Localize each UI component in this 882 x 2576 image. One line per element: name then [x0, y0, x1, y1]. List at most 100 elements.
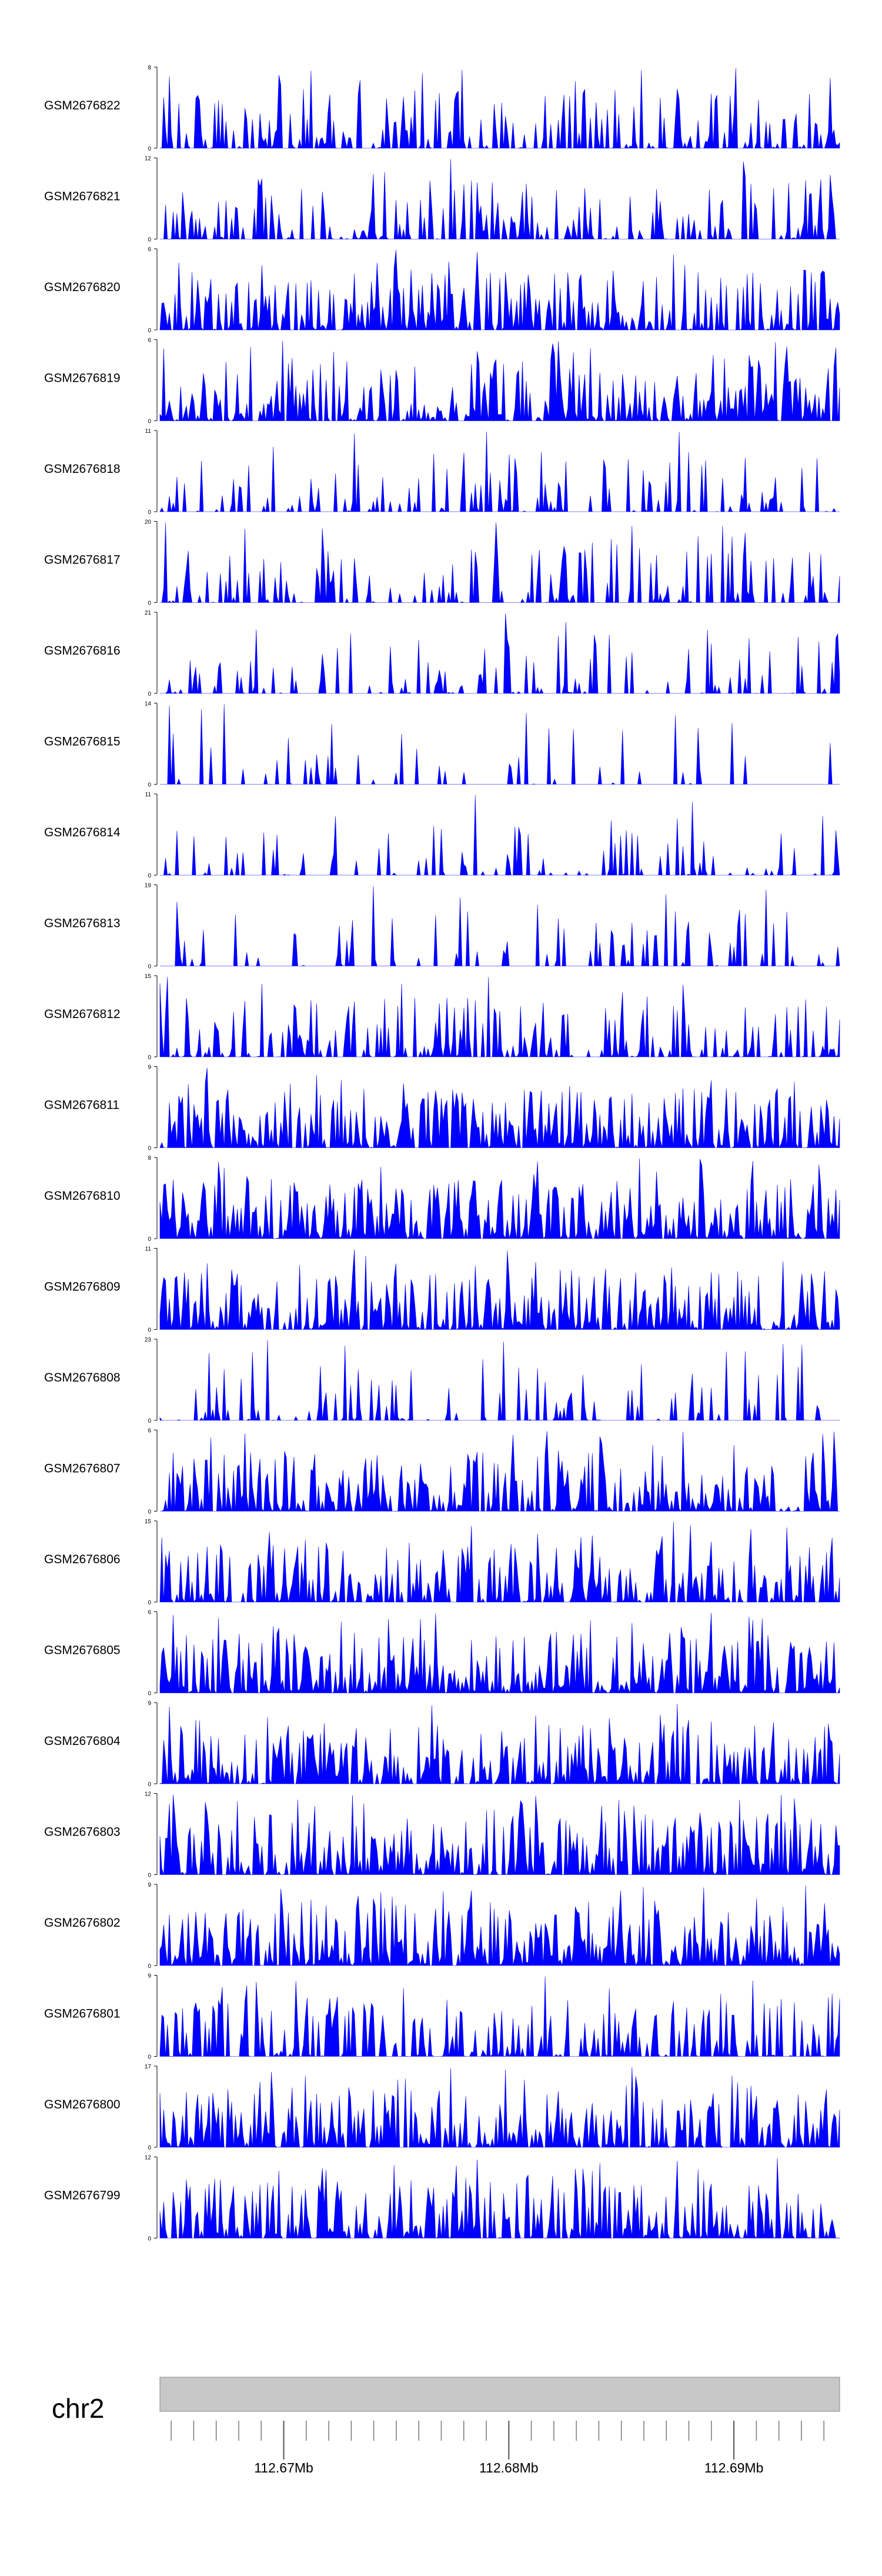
y-max-label: 8 — [148, 1155, 151, 1162]
y-min-label: 0 — [148, 1327, 151, 1334]
chromosome-label: chr2 — [52, 2393, 104, 2424]
track-GSM2676815: GSM2676815 14 0 — [44, 701, 840, 789]
track-GSM2676819: GSM2676819 6 0 — [44, 338, 840, 425]
y-min-label: 0 — [148, 1055, 151, 1061]
track-GSM2676805: GSM2676805 6 0 — [44, 1610, 840, 1697]
track-GSM2676810: GSM2676810 8 0 — [44, 1155, 840, 1243]
track-GSM2676811: GSM2676811 9 0 — [44, 1065, 840, 1152]
y-max-label: 9 — [148, 1973, 151, 1980]
track-label: GSM2676807 — [44, 1462, 121, 1476]
y-max-label: 11 — [145, 792, 152, 798]
major-tick-label: 112.67Mb — [254, 2460, 313, 2475]
y-max-label: 8 — [148, 65, 151, 71]
y-max-label: 9 — [148, 1882, 151, 1888]
track-label: GSM2676804 — [44, 1734, 121, 1748]
track-label: GSM2676811 — [44, 1099, 119, 1112]
y-max-label: 6 — [148, 1610, 151, 1616]
coverage-area — [160, 522, 840, 603]
coverage-area — [160, 1431, 840, 1512]
coverage-area — [159, 2067, 840, 2148]
y-min-label: 0 — [148, 1781, 151, 1788]
track-GSM2676821: GSM2676821 12 0 — [44, 156, 840, 243]
y-min-label: 0 — [148, 964, 151, 970]
y-max-label: 9 — [148, 1700, 151, 1707]
y-min-label: 0 — [148, 1691, 151, 1697]
track-label: GSM2676801 — [44, 2007, 121, 2021]
track-label: GSM2676805 — [44, 1644, 121, 1657]
coverage-area — [160, 613, 840, 694]
track-label: GSM2676814 — [44, 826, 121, 839]
track-label: GSM2676813 — [44, 917, 121, 930]
track-label: GSM2676816 — [44, 644, 121, 658]
y-max-label: 21 — [145, 610, 152, 616]
y-min-label: 0 — [148, 1236, 151, 1243]
track-label: GSM2676820 — [44, 281, 121, 294]
track-GSM2676812: GSM2676812 15 0 — [44, 973, 840, 1061]
y-min-label: 0 — [148, 782, 151, 789]
track-GSM2676808: GSM2676808 23 0 — [44, 1337, 840, 1424]
coverage-area — [159, 1703, 840, 1785]
track-GSM2676817: GSM2676817 20 0 — [44, 519, 840, 607]
track-label: GSM2676799 — [44, 2189, 121, 2203]
coverage-area — [159, 1885, 840, 1967]
major-tick-label: 112.69Mb — [704, 2460, 764, 2475]
track-label: GSM2676802 — [44, 1916, 121, 1930]
genome-axis: chr2 112.67Mb 112.68Mb 112.69Mb — [52, 2377, 840, 2475]
track-GSM2676822: GSM2676822 8 0 — [44, 65, 840, 152]
y-max-label: 23 — [145, 1337, 152, 1343]
y-min-label: 0 — [148, 1600, 151, 1606]
y-min-label: 0 — [148, 509, 151, 516]
coverage-area — [160, 159, 840, 240]
y-min-label: 0 — [148, 1873, 151, 1879]
coverage-area — [159, 1794, 840, 1876]
track-GSM2676802: GSM2676802 9 0 — [44, 1882, 840, 1970]
coverage-area — [159, 431, 840, 513]
coverage-area — [159, 341, 840, 422]
coverage-area — [159, 976, 840, 1058]
track-GSM2676809: GSM2676809 11 0 — [44, 1246, 840, 1334]
track-GSM2676806: GSM2676806 15 0 — [44, 1519, 840, 1606]
track-label: GSM2676810 — [44, 1189, 121, 1203]
coverage-area — [159, 1067, 840, 1149]
y-min-label: 0 — [148, 328, 151, 334]
track-label: GSM2676815 — [44, 735, 121, 749]
track-label: GSM2676821 — [44, 190, 121, 203]
coverage-area — [159, 249, 840, 331]
y-max-label: 11 — [145, 428, 152, 435]
track-label: GSM2676806 — [44, 1553, 121, 1566]
y-min-label: 0 — [148, 1963, 151, 1970]
track-GSM2676820: GSM2676820 6 0 — [44, 246, 840, 334]
y-max-label: 15 — [145, 1519, 152, 1525]
coverage-area — [159, 1521, 840, 1603]
track-GSM2676818: GSM2676818 11 0 — [44, 428, 840, 516]
y-min-label: 0 — [148, 1509, 151, 1516]
y-max-label: 20 — [145, 519, 152, 526]
y-max-label: 19 — [145, 883, 152, 889]
track-GSM2676800: GSM2676800 17 0 — [44, 2064, 840, 2151]
y-min-label: 0 — [148, 873, 151, 879]
y-min-label: 0 — [148, 691, 151, 698]
coverage-area — [160, 795, 840, 876]
track-label: GSM2676803 — [44, 1826, 121, 1839]
y-min-label: 0 — [148, 600, 151, 607]
y-min-label: 0 — [148, 2054, 151, 2061]
y-min-label: 0 — [148, 237, 151, 243]
y-min-label: 0 — [148, 2236, 151, 2243]
coverage-area — [159, 2158, 840, 2239]
coverage-area — [159, 1249, 840, 1330]
y-max-label: 12 — [145, 156, 152, 162]
y-max-label: 6 — [148, 246, 151, 253]
y-min-label: 0 — [148, 1146, 151, 1152]
y-max-label: 11 — [145, 1246, 152, 1253]
coverage-area — [159, 1340, 840, 1421]
track-GSM2676803: GSM2676803 12 0 — [44, 1791, 840, 1879]
track-label: GSM2676812 — [44, 1007, 121, 1021]
coverage-area — [160, 886, 840, 967]
y-max-label: 15 — [145, 973, 152, 980]
y-max-label: 9 — [148, 1065, 151, 1071]
coverage-area — [159, 1613, 840, 1694]
track-GSM2676813: GSM2676813 19 0 — [44, 883, 840, 970]
track-GSM2676799: GSM2676799 12 0 — [44, 2155, 840, 2243]
y-min-label: 0 — [148, 2145, 151, 2151]
